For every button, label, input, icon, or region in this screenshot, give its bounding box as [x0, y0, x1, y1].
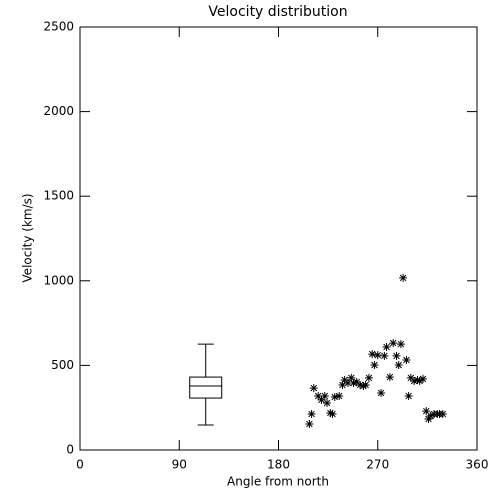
y-axis-label: Velocity (km/s): [21, 193, 35, 282]
point: [406, 373, 415, 382]
point: [349, 378, 358, 387]
point: [382, 342, 391, 351]
point: [392, 351, 401, 360]
y-tick-label: 500: [51, 358, 74, 372]
point: [370, 361, 379, 370]
point: [404, 392, 413, 401]
box: [189, 376, 223, 399]
y-tick-label: 1500: [43, 189, 74, 203]
point: [330, 393, 339, 402]
point: [394, 361, 403, 370]
point: [389, 339, 398, 348]
point: [396, 340, 405, 349]
point: [380, 351, 389, 360]
point: [377, 388, 386, 397]
point: [426, 411, 435, 420]
y-tick-label: 2000: [43, 104, 74, 118]
point: [328, 409, 337, 418]
point: [314, 392, 323, 401]
x-tick-label: 0: [76, 458, 84, 472]
point: [317, 395, 326, 404]
x-tick-label: 180: [267, 458, 290, 472]
point: [359, 382, 368, 391]
point: [338, 381, 347, 390]
point: [418, 374, 427, 383]
point: [309, 384, 318, 393]
point: [356, 381, 365, 390]
point: [343, 378, 352, 387]
x-axis-label: Angle from north: [227, 475, 329, 489]
point: [307, 409, 316, 418]
point: [326, 408, 335, 417]
point: [361, 381, 370, 390]
point: [413, 375, 422, 384]
chart-title: Velocity distribution: [208, 4, 347, 20]
point: [320, 392, 329, 401]
point: [340, 375, 349, 384]
x-tick-label: 360: [466, 458, 489, 472]
point: [305, 419, 314, 428]
point: [352, 377, 361, 386]
point: [422, 407, 431, 416]
y-tick-label: 2500: [43, 20, 74, 34]
point: [373, 351, 382, 360]
x-tick-label: 90: [172, 458, 187, 472]
point: [415, 376, 424, 385]
point: [410, 376, 419, 385]
point: [402, 355, 411, 364]
point: [323, 398, 332, 407]
y-tick-label: 0: [66, 443, 74, 457]
point: [424, 415, 433, 424]
point: [399, 273, 408, 282]
y-tick-label: 1000: [43, 273, 74, 287]
point: [368, 350, 377, 359]
point: [335, 392, 344, 401]
point: [347, 373, 356, 382]
plot-frame: [79, 26, 478, 451]
point: [385, 373, 394, 382]
point: [364, 373, 373, 382]
point: [438, 409, 447, 418]
x-tick-label: 270: [366, 458, 389, 472]
